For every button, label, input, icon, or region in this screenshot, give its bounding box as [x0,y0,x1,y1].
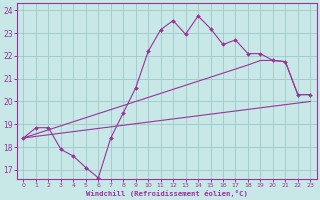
X-axis label: Windchill (Refroidissement éolien,°C): Windchill (Refroidissement éolien,°C) [86,190,248,197]
